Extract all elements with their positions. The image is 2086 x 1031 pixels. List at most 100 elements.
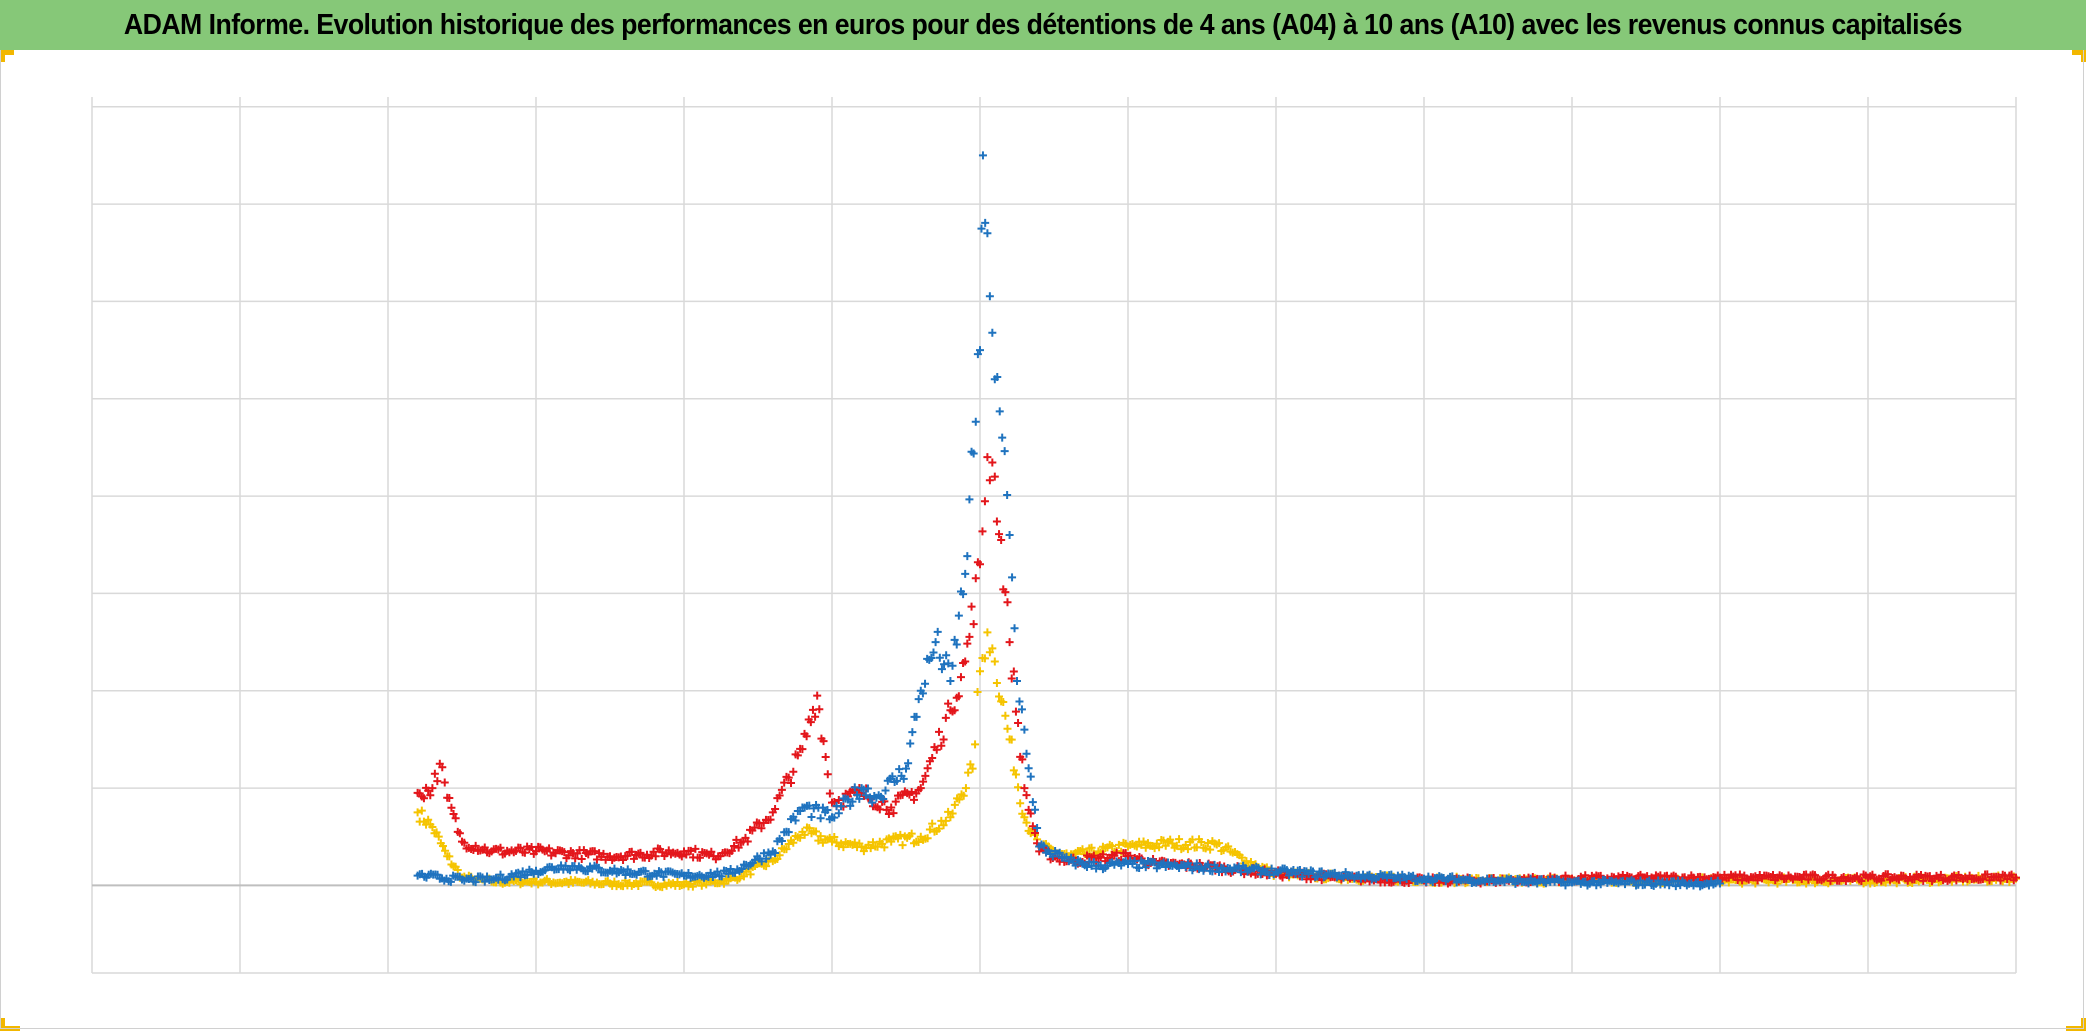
series-2-mark [722, 866, 731, 875]
series-0-mark [973, 687, 982, 696]
series-1-mark [590, 847, 599, 856]
series-1-mark [485, 849, 494, 858]
series-1-mark [1751, 872, 1760, 881]
series-1-mark [950, 706, 959, 715]
series-1-mark [471, 841, 480, 850]
series-2-mark [677, 869, 686, 878]
series-0-mark [697, 881, 706, 890]
series-1-mark [1404, 878, 1413, 887]
series-2-mark [843, 795, 852, 804]
series-1-mark [2009, 876, 2018, 885]
series-2-point-21 [983, 229, 992, 238]
series-0-mark [1166, 835, 1175, 844]
series-2-mark [1365, 870, 1374, 879]
series-1-mark [1098, 850, 1107, 859]
series-2-mark [914, 695, 923, 704]
series-0-mark [880, 843, 889, 852]
series-0-mark [896, 830, 905, 839]
series-0-mark [980, 654, 989, 663]
series-0-mark [1183, 845, 1192, 854]
corner-accent-top-right [2072, 50, 2086, 55]
series-2-mark [879, 794, 888, 803]
series-2-mark [1028, 798, 1037, 807]
series-0-mark [453, 866, 462, 875]
series-1-mark [480, 843, 489, 852]
series-2-mark [1033, 824, 1042, 833]
series-2-mark [1026, 772, 1035, 781]
series-1-mark [889, 809, 898, 818]
series-0-mark [688, 882, 697, 891]
series-2-mark [1339, 873, 1348, 882]
series-2-mark [1055, 848, 1064, 857]
series-2-mark [594, 863, 603, 872]
series-1-mark [447, 803, 456, 812]
series-2-point-18 [961, 569, 970, 578]
series-1-mark [1001, 588, 1010, 597]
series-0-mark [839, 843, 848, 852]
series-1-mark [988, 458, 997, 467]
series-1-mark [971, 574, 980, 583]
series-2-mark [784, 828, 793, 837]
series-2-mark [603, 868, 612, 877]
corner-accent-bottom-left-v [0, 1018, 5, 1031]
series-1-mark [771, 804, 780, 813]
series-2-mark [1713, 876, 1722, 885]
series-2-mark [927, 654, 936, 663]
series-2-mark [1396, 876, 1405, 885]
series-1-mark [959, 658, 968, 667]
series-2-mark [1092, 864, 1101, 873]
series-2-mark [837, 802, 846, 811]
series-0-mark [1132, 842, 1141, 851]
series-0-mark [1224, 842, 1233, 851]
series-1-mark [1877, 876, 1886, 885]
series-0-mark [1016, 799, 1025, 808]
series-1-mark [445, 793, 454, 802]
series-1-mark [965, 632, 974, 641]
series-2 [413, 151, 1724, 891]
series-1-mark [691, 844, 700, 853]
series-1-mark [577, 855, 586, 864]
series-0-mark [955, 795, 964, 804]
series-1-mark [1009, 667, 1018, 676]
series-1-mark [811, 712, 820, 721]
series-1-mark [686, 846, 695, 855]
series-2-mark [771, 849, 780, 858]
series-0-mark [995, 692, 1004, 701]
series-2-mark [433, 870, 442, 879]
series-1-mark [825, 789, 834, 798]
chart-frame [0, 50, 2084, 1029]
series-2-mark [1341, 868, 1350, 877]
series-1-mark [819, 737, 828, 746]
series-1-mark [907, 788, 916, 797]
series-2-mark [796, 806, 805, 815]
series-0-mark [941, 816, 950, 825]
series-0-mark [1087, 843, 1096, 852]
corner-accent-top-left [0, 50, 14, 55]
series-2-mark [684, 868, 693, 877]
series-1-point-24 [1020, 784, 1029, 793]
series-1-mark [777, 785, 786, 794]
series-1-mark [1735, 870, 1744, 879]
series-1-mark [1007, 674, 1016, 683]
series-0-mark [866, 844, 875, 853]
series-2-mark [973, 350, 982, 359]
series-1-mark [496, 843, 505, 852]
series-2-mark [830, 813, 839, 822]
series-0-mark [789, 838, 798, 847]
series-2-mark [1269, 870, 1278, 879]
series-1-mark [1952, 876, 1961, 885]
series-0-mark [873, 842, 882, 851]
series-2-mark [892, 776, 901, 785]
series-2-mark [933, 627, 942, 636]
series-0-mark [445, 852, 454, 861]
series-2-point-14 [902, 764, 910, 773]
series-1-mark [1753, 876, 1762, 885]
series-0-mark [928, 819, 937, 828]
series-2-mark [791, 816, 800, 825]
series-2-mark [981, 218, 990, 227]
series-1-mark [815, 705, 824, 714]
series-0-mark [805, 824, 814, 833]
series-2-mark [446, 877, 455, 886]
series-2-mark [908, 728, 917, 737]
series-2-mark [557, 861, 566, 870]
